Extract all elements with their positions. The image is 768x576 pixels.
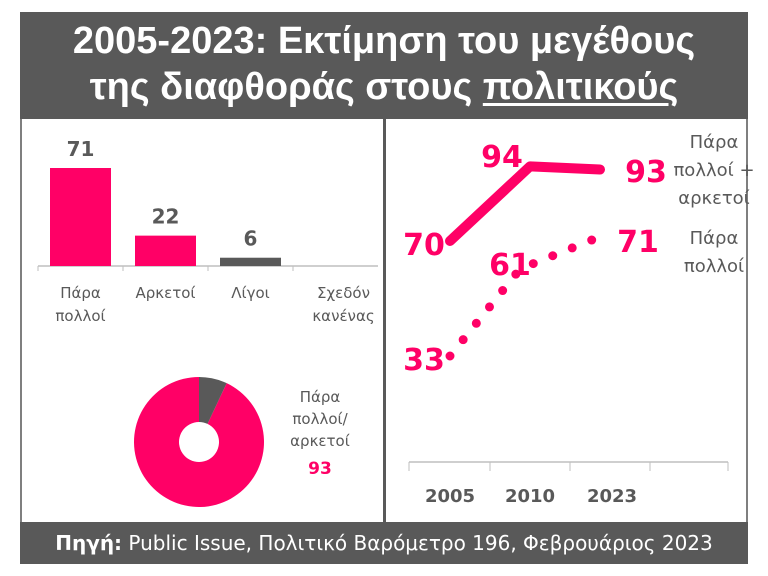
bar-1 [135,235,196,266]
line-series-legend: αρκετοί [678,188,750,209]
donut-slice-0 [134,377,265,508]
title-underlined-word: πολιτικούς [482,66,679,108]
line-series-0 [445,161,605,246]
source-label: Πηγή: [55,531,123,555]
line-data-label: 71 [617,225,659,260]
line-series-1 [445,233,602,361]
donut-slice-1 [199,377,227,424]
bar-category-label: πολλοί [55,307,105,325]
bar-value-label: 22 [152,205,180,229]
title-line-1: 2005-2023: Εκτίμηση του μεγέθους [72,20,696,62]
donut-legend-label: πολλοί/ [292,410,348,428]
title-line-2: της διαφθοράς στους πολιτικούς [20,64,748,110]
bar-category-label: Αρκετοί [135,284,195,302]
panel-divider [383,119,386,524]
line-data-label: 33 [403,343,445,378]
bar-category-label: Πάρα [60,284,101,302]
line-series-legend: Πάρα [690,132,739,153]
bar-0 [50,168,111,266]
line-series-legend: πολλοί [684,256,744,277]
bar-category-label: κανένας [312,307,374,325]
donut-legend-label: Πάρα [300,388,341,406]
bar-category-label: Σχεδόν [317,284,370,302]
bar-value-label: 6 [244,227,258,251]
line-x-tick-label: 2023 [587,486,637,507]
source-footer: Πηγή: Public Issue, Πολιτικό Βαρόμετρο 1… [20,522,748,564]
chart-title: 2005-2023: Εκτίμηση του μεγέθους της δια… [20,12,748,119]
bar-category-label: Λίγοι [231,284,269,302]
bar-2 [220,257,281,266]
line-data-label: 93 [625,155,667,190]
donut-value-label: 93 [308,459,332,479]
line-series-legend: πολλοί + [673,160,754,181]
bar-value-label: 71 [67,137,95,161]
line-data-label: 70 [403,228,445,263]
title-line-2-text: της διαφθοράς στους [89,66,483,108]
line-x-tick-label: 2005 [425,486,475,507]
line-data-label: 94 [481,140,523,175]
donut-legend-label: αρκετοί [290,432,350,450]
line-series-legend: Πάρα [690,228,739,249]
source-text: Public Issue, Πολιτικό Βαρόμετρο 196, Φε… [122,531,713,555]
line-data-label: 61 [489,248,531,283]
chart-frame [20,119,748,522]
line-x-tick-label: 2010 [505,486,555,507]
